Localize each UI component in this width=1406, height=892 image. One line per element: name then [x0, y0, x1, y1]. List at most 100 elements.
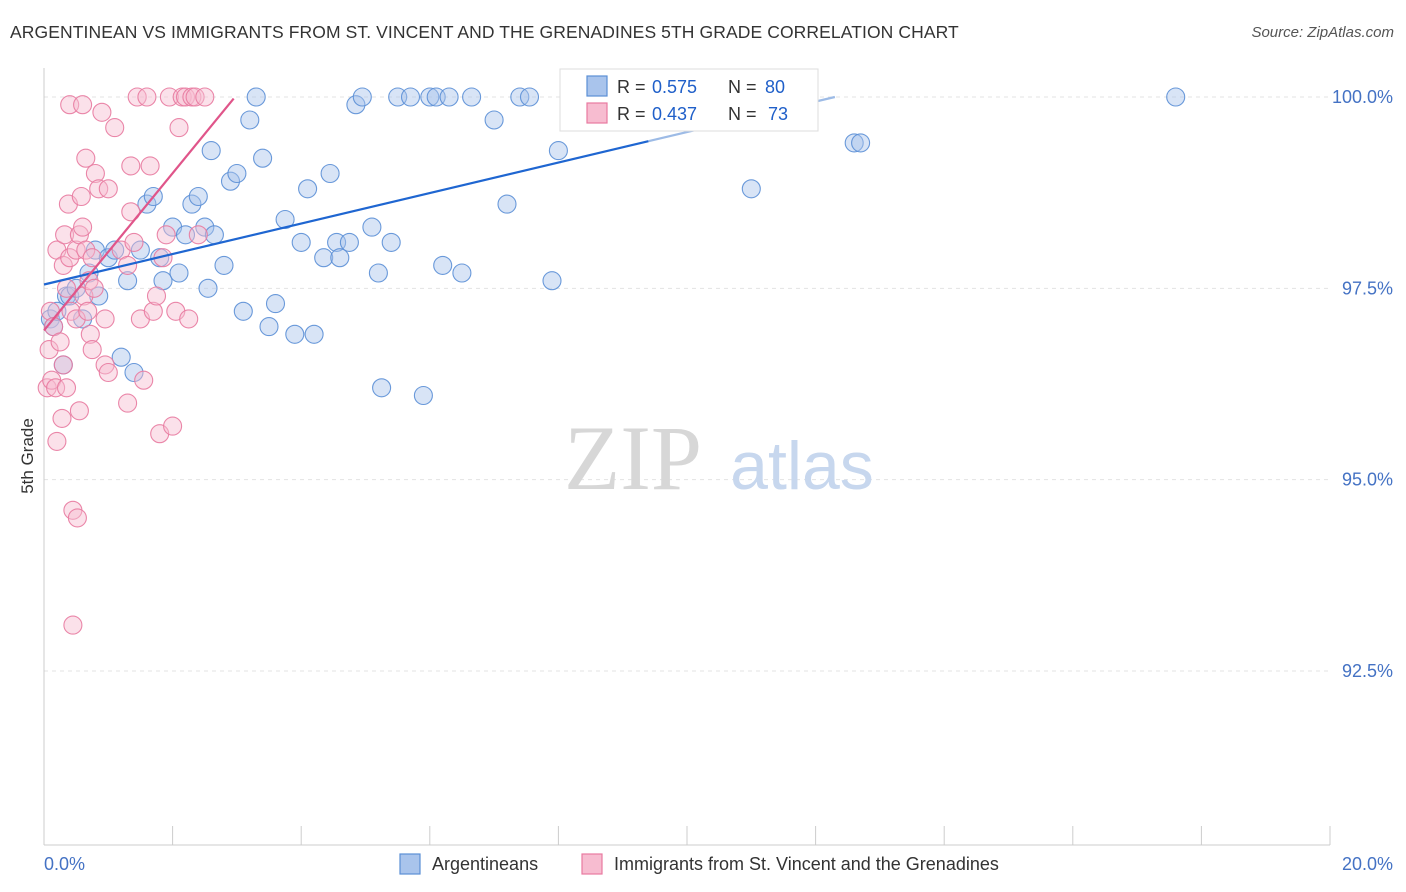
- point-0-13: [111, 347, 131, 367]
- point-0-28: [201, 141, 221, 161]
- point-1-65: [169, 118, 189, 138]
- point-0-79: [1166, 87, 1186, 107]
- point-0-12: [105, 240, 125, 260]
- point-0-44: [314, 248, 334, 268]
- point-0-26: [195, 217, 215, 237]
- point-0-68: [542, 271, 562, 291]
- point-0-47: [330, 248, 350, 268]
- point-1-20: [63, 615, 83, 635]
- point-1-11: [53, 355, 73, 375]
- point-0-61: [439, 87, 459, 107]
- series-0-points: [40, 87, 1186, 406]
- point-0-16: [130, 240, 150, 260]
- series-legend: Argentineans Immigrants from St. Vincent…: [399, 853, 999, 875]
- x-tick-labels: 0.0% 20.0%: [44, 854, 1393, 874]
- point-1-28: [73, 217, 93, 237]
- point-1-71: [188, 225, 208, 245]
- point-0-64: [484, 110, 504, 130]
- bottom-legend-swatch-immigrants: [581, 853, 603, 875]
- point-0-62: [452, 263, 472, 283]
- point-0-0: [40, 309, 60, 329]
- point-0-63: [462, 87, 482, 107]
- point-1-63: [163, 416, 183, 436]
- legend-swatch-argentineans: [586, 75, 608, 97]
- source-label: Source: ZipAtlas.com: [1251, 24, 1394, 41]
- watermark: ZIP atlas: [564, 407, 874, 509]
- legend-n-value-1: 80: [765, 77, 785, 97]
- legend-r-value-2: 0.437: [652, 104, 697, 124]
- point-1-36: [82, 248, 102, 268]
- point-1-38: [85, 163, 105, 184]
- point-1-10: [53, 255, 73, 275]
- point-0-66: [510, 87, 530, 107]
- point-0-60: [433, 255, 453, 275]
- point-1-42: [95, 355, 115, 375]
- point-0-57: [413, 385, 433, 406]
- point-0-5: [60, 286, 80, 306]
- point-0-39: [275, 209, 295, 230]
- point-0-24: [182, 194, 202, 214]
- point-1-14: [56, 378, 77, 398]
- point-1-1: [39, 340, 59, 360]
- point-0-54: [381, 232, 401, 252]
- point-0-52: [368, 263, 388, 283]
- point-0-43: [304, 324, 324, 344]
- point-0-30: [214, 255, 234, 275]
- point-1-50: [121, 156, 141, 176]
- point-0-50: [352, 87, 372, 107]
- data-points: [37, 87, 1186, 635]
- point-1-37: [84, 278, 104, 298]
- point-1-7: [47, 431, 67, 451]
- legend-r-label-1: R =: [617, 77, 646, 97]
- point-0-51: [362, 217, 382, 237]
- point-1-21: [66, 240, 86, 260]
- point-0-67: [519, 87, 540, 107]
- point-0-75: [741, 179, 761, 199]
- point-1-51: [124, 232, 144, 252]
- point-1-12: [55, 225, 75, 245]
- y-tick-labels: 100.0% 97.5% 95.0% 92.5%: [1332, 87, 1393, 681]
- point-0-53: [372, 378, 392, 398]
- point-1-61: [156, 225, 176, 245]
- point-1-43: [98, 179, 118, 199]
- bottom-legend-swatch-argentineans: [399, 853, 421, 875]
- point-1-23: [67, 508, 87, 528]
- point-0-14: [118, 271, 138, 291]
- point-1-40: [92, 102, 112, 122]
- watermark-atlas: atlas: [730, 428, 874, 504]
- point-0-2: [47, 301, 67, 321]
- bottom-legend-label-immigrants: Immigrants from St. Vincent and the Gren…: [614, 854, 999, 874]
- point-1-68: [179, 309, 199, 329]
- point-1-72: [195, 87, 215, 107]
- legend-r-value-1: 0.575: [652, 77, 697, 97]
- point-0-56: [400, 87, 421, 107]
- point-1-22: [66, 309, 86, 329]
- legend-n-value-2: 73: [768, 104, 788, 124]
- point-0-31: [220, 171, 241, 191]
- bottom-legend-label-argentineans: Argentineans: [432, 854, 538, 874]
- point-0-27: [198, 278, 218, 298]
- x-tick-label-max: 20.0%: [1342, 854, 1393, 874]
- point-0-49: [346, 95, 366, 115]
- point-1-5: [46, 378, 66, 398]
- point-1-31: [76, 240, 96, 260]
- point-1-26: [71, 186, 91, 207]
- stats-legend: R = 0.575 N = 80 R = 0.437 N = 73: [559, 68, 819, 132]
- y-tick-label-1: 97.5%: [1342, 278, 1393, 298]
- point-1-57: [143, 301, 163, 321]
- point-1-29: [74, 286, 94, 306]
- legend-n-label-2: N =: [728, 104, 757, 124]
- point-1-30: [76, 148, 96, 168]
- point-1-55: [137, 87, 157, 107]
- y-axis-label: 5th Grade: [18, 418, 37, 494]
- trend-line-argentineans: [43, 140, 649, 286]
- point-1-52: [127, 87, 147, 107]
- point-1-27: [73, 95, 93, 115]
- point-0-40: [285, 324, 305, 344]
- point-0-77: [844, 133, 864, 153]
- point-0-37: [259, 317, 279, 337]
- legend-n-label-1: N =: [728, 77, 757, 97]
- chart-title: ARGENTINEAN VS IMMIGRANTS FROM ST. VINCE…: [10, 22, 959, 42]
- y-tick-label-3: 92.5%: [1342, 661, 1393, 681]
